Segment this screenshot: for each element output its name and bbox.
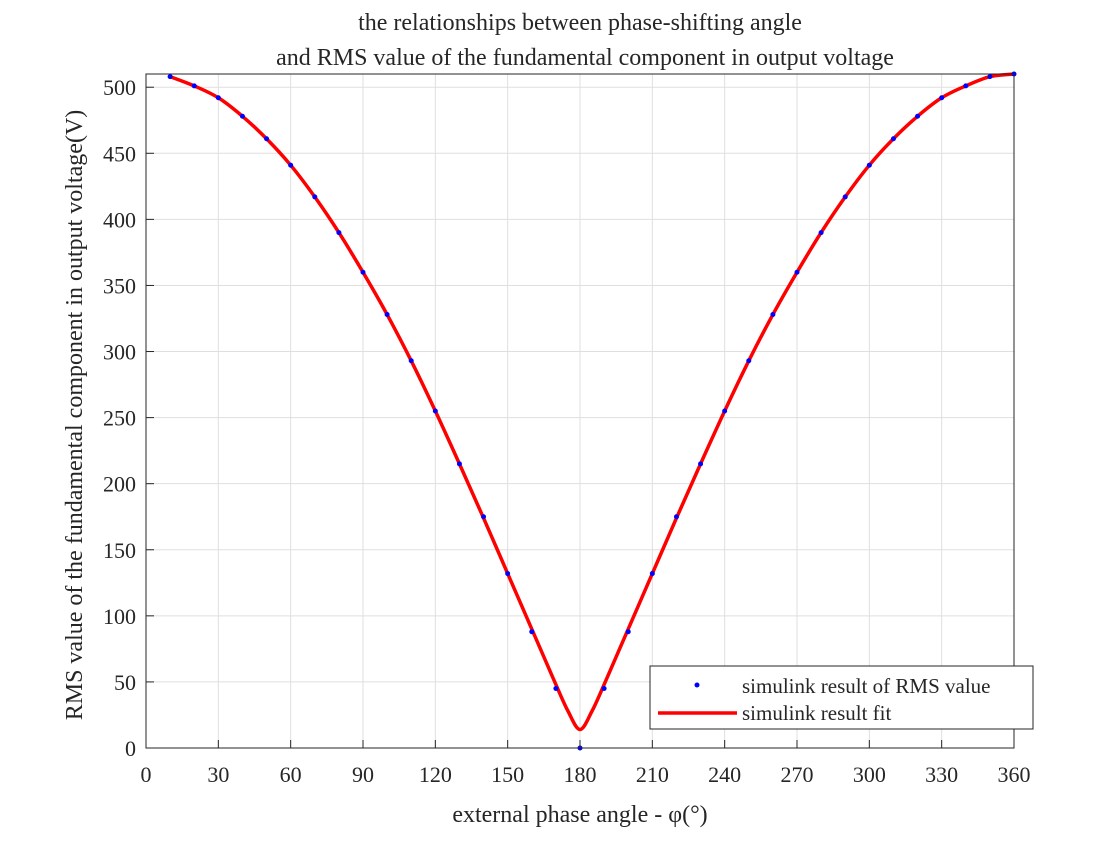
y-tick-label: 500	[103, 75, 136, 100]
y-tick-label: 150	[103, 538, 136, 563]
data-point	[625, 629, 631, 635]
x-tick-label: 0	[141, 762, 152, 787]
data-point	[890, 136, 896, 142]
chart-title-line-2: and RMS value of the fundamental compone…	[276, 45, 894, 71]
x-tick-label: 150	[491, 762, 524, 787]
y-tick-label: 350	[103, 273, 136, 298]
legend-label-rms-value: simulink result of RMS value	[742, 674, 991, 698]
data-point	[215, 95, 221, 101]
x-tick-label: 240	[708, 762, 741, 787]
data-point	[698, 461, 704, 467]
data-point	[360, 269, 366, 275]
data-point	[722, 408, 728, 414]
data-point	[673, 514, 679, 520]
data-point	[456, 461, 462, 467]
y-tick-label: 50	[114, 670, 136, 695]
data-point	[481, 514, 487, 520]
y-tick-label: 200	[103, 472, 136, 497]
legend-label-fit: simulink result fit	[742, 701, 891, 725]
chart-title-line-1: the relationships between phase-shifting…	[358, 10, 802, 36]
x-tick-label: 210	[636, 762, 669, 787]
legend-box	[649, 665, 1034, 730]
x-tick-label: 300	[853, 762, 886, 787]
y-tick-label: 0	[125, 736, 136, 761]
y-tick-label: 100	[103, 604, 136, 629]
series-line-fit	[169, 72, 1015, 732]
x-axis-label: external phase angle - φ(°)	[452, 802, 707, 828]
data-point	[915, 113, 921, 119]
data-point	[336, 230, 342, 236]
series-layer	[167, 71, 1017, 751]
data-point	[505, 571, 511, 577]
data-point	[384, 312, 390, 318]
data-point	[191, 83, 197, 89]
y-tick-label: 300	[103, 340, 136, 365]
y-tick-label: 450	[103, 141, 136, 166]
data-point	[939, 95, 945, 101]
x-tick-label: 120	[419, 762, 452, 787]
legend-marker-rms-value	[694, 682, 700, 688]
x-tick-label: 330	[925, 762, 958, 787]
data-point	[432, 408, 438, 414]
data-point	[746, 358, 752, 364]
data-point	[553, 686, 559, 692]
data-point	[264, 136, 270, 142]
data-point	[794, 269, 800, 275]
data-point	[963, 83, 969, 89]
data-point	[987, 74, 993, 80]
x-tick-label: 360	[998, 762, 1031, 787]
tick-layer: 0 30 60 90 120 150 180 210 240 270 300 330 360 0 50 100…	[103, 75, 1031, 787]
y-tick-label: 250	[103, 406, 136, 431]
grid-layer	[145, 74, 1015, 749]
data-point	[288, 162, 294, 168]
data-point	[529, 629, 535, 635]
data-point	[770, 312, 776, 318]
data-point	[842, 194, 848, 200]
data-point	[408, 358, 414, 364]
data-point	[866, 162, 872, 168]
data-point	[239, 113, 245, 119]
data-point	[649, 571, 655, 577]
x-tick-label: 60	[280, 762, 302, 787]
data-point	[167, 74, 173, 80]
data-point	[818, 230, 824, 236]
y-tick-label: 400	[103, 207, 136, 232]
data-point	[601, 686, 607, 692]
x-tick-label: 30	[207, 762, 229, 787]
x-tick-label: 270	[781, 762, 814, 787]
x-tick-label: 180	[564, 762, 597, 787]
y-axis-label: RMS value of the fundamental component i…	[62, 110, 88, 721]
legend: simulink result of RMS value simulink re…	[649, 665, 1034, 730]
x-tick-label: 90	[352, 762, 374, 787]
data-point	[312, 194, 318, 200]
